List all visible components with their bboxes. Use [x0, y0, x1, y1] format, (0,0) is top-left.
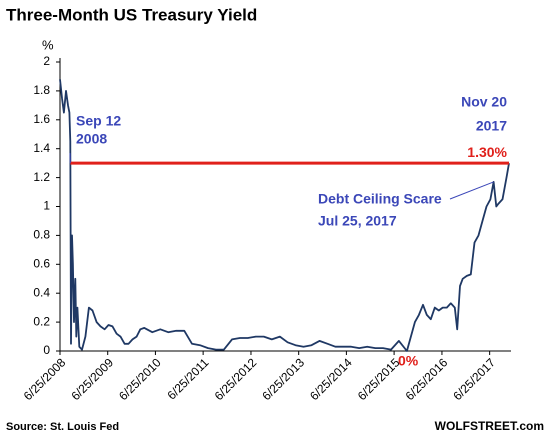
- y-tick-label: 1.6: [33, 112, 50, 126]
- y-tick-label: 1: [43, 199, 50, 213]
- x-tick-label: 6/25/2012: [212, 355, 260, 403]
- y-tick-label: 0.8: [33, 228, 50, 242]
- annotation: 0%: [398, 353, 419, 369]
- x-tick-label: 6/25/2014: [307, 355, 355, 403]
- annotation-pointer: [449, 181, 494, 200]
- x-tick-label: 6/25/2015: [355, 355, 403, 403]
- reference-label: 1.30%: [467, 144, 507, 160]
- x-tick-label: 6/25/2013: [259, 355, 307, 403]
- annotation: Debt Ceiling Scare: [318, 191, 442, 207]
- annotation: Sep 12: [76, 113, 121, 129]
- y-tick-label: 0.4: [33, 285, 50, 299]
- annotation: Jul 25, 2017: [318, 213, 397, 229]
- y-tick-label: 1.8: [33, 83, 50, 97]
- annotation: 2017: [476, 118, 507, 134]
- y-tick-label: 2: [43, 54, 50, 68]
- x-tick-label: 6/25/2017: [450, 355, 498, 403]
- x-tick-label: 6/25/2009: [68, 355, 116, 403]
- line-series: [59, 79, 510, 352]
- annotation: 2008: [76, 131, 107, 147]
- x-tick-label: 6/25/2008: [21, 355, 69, 403]
- y-tick-label: 0.6: [33, 256, 50, 270]
- annotation: Nov 20: [461, 94, 507, 110]
- source: Source: St. Louis Fed: [6, 421, 119, 433]
- y-tick-label: 1.4: [33, 141, 50, 155]
- x-tick-label: 6/25/2011: [164, 355, 211, 402]
- x-tick-label: 6/25/2010: [116, 355, 164, 403]
- chart-title: Three-Month US Treasury Yield: [6, 5, 257, 24]
- y-unit: %: [42, 37, 54, 52]
- y-tick-label: 1.2: [33, 170, 50, 184]
- y-tick-label: 0: [43, 343, 50, 357]
- y-tick-label: 0.2: [33, 314, 50, 328]
- credit: WOLFSTREET.com: [435, 419, 544, 433]
